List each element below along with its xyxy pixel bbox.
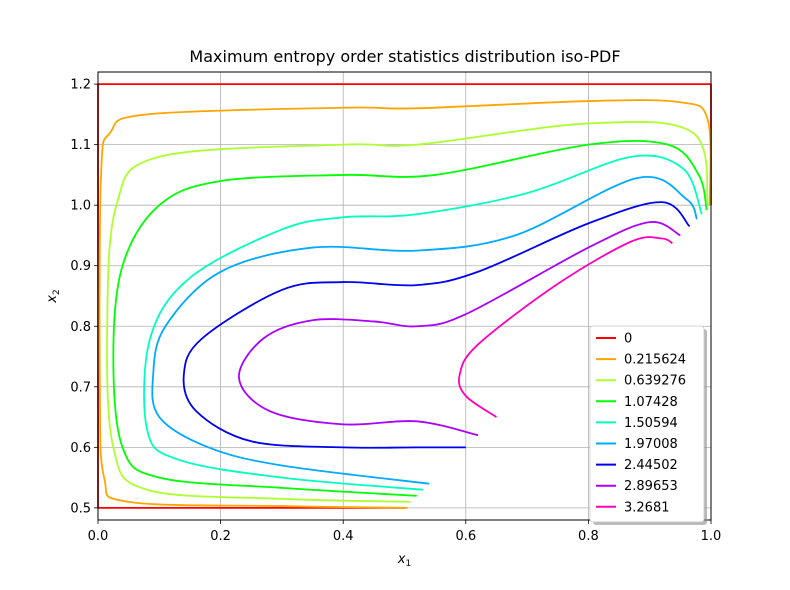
series-line (143, 154, 703, 491)
legend-label: 0.215624 (624, 353, 686, 368)
y-tick-label: 0.9 (70, 259, 91, 274)
x-axis-ticks: 0.0 0.2 0.4 0.6 0.8 1.0 (88, 520, 722, 544)
y-tick-label: 1.0 (70, 199, 91, 214)
legend: 0 0.215624 0.639276 1.07428 1.50594 1.97008 2.… (589, 325, 707, 525)
x-axis-label-main: x (397, 552, 406, 567)
x-axis-label-subscript: 1 (405, 559, 411, 569)
y-tick-label: 0.6 (70, 441, 91, 456)
y-axis-label-main: x (45, 295, 60, 304)
legend-label: 0 (624, 332, 632, 347)
series-line (106, 120, 709, 503)
legend-box (589, 325, 705, 523)
x-tick-label: 0.2 (210, 529, 231, 544)
legend-label: 1.07428 (624, 395, 678, 410)
series-line (112, 140, 708, 497)
legend-label: 3.2681 (624, 500, 670, 515)
legend-label: 1.97008 (624, 437, 678, 452)
series-line (238, 221, 681, 437)
x-tick-label: 0.8 (578, 529, 599, 544)
x-tick-label: 1.0 (701, 529, 722, 544)
x-tick-label: 0.6 (455, 529, 476, 544)
x-axis-label: x1 (397, 552, 411, 569)
legend-label: 1.50594 (624, 416, 678, 431)
x-tick-label: 0.4 (333, 529, 354, 544)
y-tick-label: 0.5 (70, 501, 91, 516)
series-line (458, 236, 673, 418)
legend-label: 0.639276 (624, 374, 686, 389)
y-axis-label: x2 (45, 289, 62, 303)
y-axis-ticks: 0.5 0.6 0.7 0.8 0.9 1.0 1.1 1.2 (70, 78, 98, 516)
series-line (98, 99, 712, 509)
y-tick-label: 1.1 (70, 138, 91, 153)
legend-label: 2.89653 (624, 479, 678, 494)
legend-label: 2.44502 (624, 458, 678, 473)
series-line (151, 175, 698, 485)
chart-title: Maximum entropy order statistics distrib… (189, 47, 620, 66)
y-tick-label: 0.8 (70, 320, 91, 335)
y-tick-label: 1.2 (70, 78, 91, 93)
x-tick-label: 0.0 (88, 529, 109, 544)
series-line (182, 201, 691, 449)
y-tick-label: 0.7 (70, 380, 91, 395)
y-axis-label-subscript: 2 (52, 289, 62, 295)
plot-frame (97, 71, 712, 521)
